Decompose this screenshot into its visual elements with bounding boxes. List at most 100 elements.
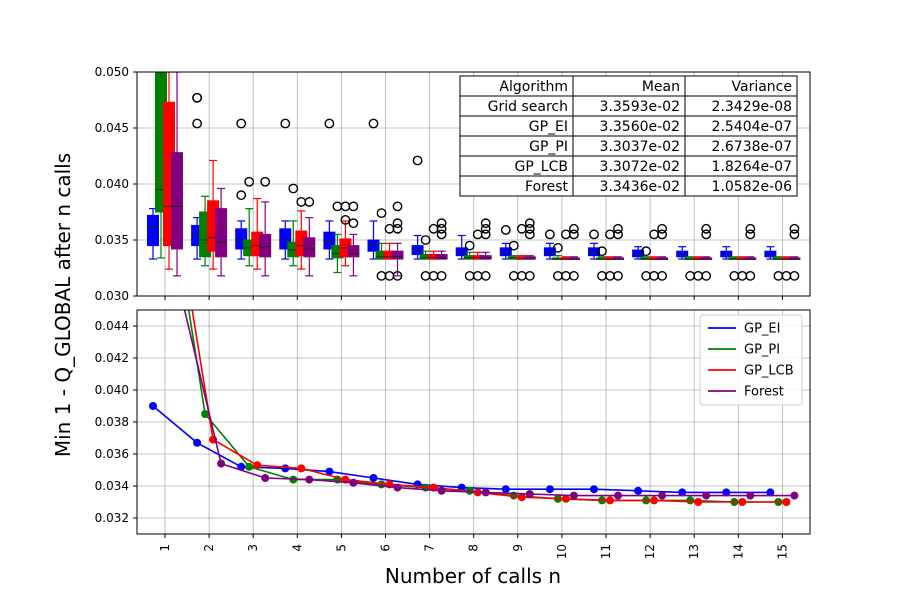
boxplot-GP_LCB-7 [427,250,440,260]
boxplot-Forest-13 [700,256,713,260]
box-body [499,247,512,257]
outlier-marker [657,270,667,281]
outlier-marker [348,218,359,229]
boxplot-Forest-4 [303,217,316,277]
table-value: GP_EI [529,119,568,135]
table-value: Forest [525,179,568,195]
outlier-marker [524,223,535,234]
bottom-y-tick-label: 0.032 [95,511,129,525]
box-body [720,250,733,258]
outlier-marker [789,270,800,281]
series-point-GP_EI [545,485,554,494]
series-point-Forest [349,478,358,487]
outlier-marker [613,270,623,281]
series-point-Forest [525,490,534,498]
outlier-marker [553,242,563,253]
outlier-marker [641,246,651,257]
boxplot-Forest-3 [259,201,272,277]
outlier-marker [480,270,491,281]
boxplot-GP_PI-15 [772,256,785,260]
bottom-x-tick-label: 2 [202,544,216,552]
outlier-marker [701,223,712,234]
bottom-y-tick-label: 0.040 [95,383,129,397]
box-body [455,247,468,257]
bottom-x-tick-label: 4 [290,544,304,552]
table-value: 2.3429e-08 [712,99,792,115]
outlier-marker [392,201,403,212]
boxplot-GP_EI-10 [543,242,556,260]
outlier-marker [304,197,315,207]
series-point-GP_LCB [738,498,747,506]
boxplot-Forest-15 [788,256,801,260]
outlier-marker [657,223,667,234]
top-y-tick-label: 0.030 [95,289,129,303]
series-point-GP_PI [201,410,210,418]
boxplot-GP_EI-1 [147,208,159,260]
outlier-marker [524,229,535,240]
top-y-tick-label: 0.050 [95,65,129,79]
outlier-marker [340,214,351,225]
outlier-marker [464,240,475,251]
outlier-marker [480,218,491,229]
outlier-marker [480,223,491,234]
outlier-marker [701,229,712,240]
bottom-line-series [149,310,799,506]
box-body [347,245,360,258]
boxplot-Forest-7 [435,250,448,260]
boxplot-GP_EI-15 [764,246,777,260]
table-value: GP_LCB [515,159,568,175]
top-y-tick-label: 0.035 [95,233,129,247]
series-point-GP_PI [686,496,695,505]
y-axis-label: Min 1 - Q_GLOBAL after n calls [51,153,75,457]
box-body [259,233,272,258]
outlier-marker [376,208,387,219]
series-point-Forest [305,475,314,484]
outlier-marker [569,270,579,281]
legend-frame [699,314,803,406]
bottom-x-tick-label: 13 [687,544,701,559]
bottom-y-ticks: 0.032 0.034 0.036 0.038 0.040 0.042 0.044 [95,319,137,525]
boxplot-Forest-6 [391,242,404,277]
outlier-marker [613,223,623,234]
series-point-GP_EI [281,464,290,473]
outlier-marker [280,118,291,129]
bottom-y-tick-label: 0.042 [95,351,129,365]
series-point-GP_LCB [561,494,570,503]
table-value: 3.3560e-02 [600,119,680,135]
series-point-Forest [481,488,490,497]
table-value: 3.3037e-02 [600,139,680,155]
boxplot-GP_EI-5 [323,220,336,260]
series-point-GP_EI [501,485,510,494]
outlier-marker [392,270,403,281]
series-point-Forest [393,483,402,492]
boxplot-Forest-11 [612,256,624,260]
table-value: 3.3436e-02 [600,179,680,195]
outlier-marker [569,223,579,234]
outlier-marker [789,229,800,240]
outlier-marker [368,118,379,129]
series-point-GP_PI [245,462,254,471]
outlier-marker [420,235,431,245]
boxplot-Forest-1 [171,72,183,277]
box-body [435,254,448,260]
box-body [303,237,316,258]
outlier-marker [324,118,335,129]
bottom-y-tick-label: 0.036 [95,447,129,461]
table-value: 3.3593e-02 [600,99,680,115]
table-value: 2.5404e-07 [712,119,792,135]
outlier-marker [392,223,403,234]
boxplot-Forest-14 [744,256,757,260]
box-body [764,250,777,258]
series-point-GP_EI [149,402,157,410]
box-body [235,228,248,250]
series-point-Forest [217,459,226,468]
outlier-marker [436,218,447,229]
outlier-marker [192,118,203,129]
top-boxplots [147,72,801,277]
series-point-Forest [437,486,446,495]
series-point-GP_LCB [253,461,262,470]
outlier-marker [392,218,403,229]
bottom-y-tick-label: 0.044 [95,319,129,333]
series-point-Forest [614,491,622,500]
